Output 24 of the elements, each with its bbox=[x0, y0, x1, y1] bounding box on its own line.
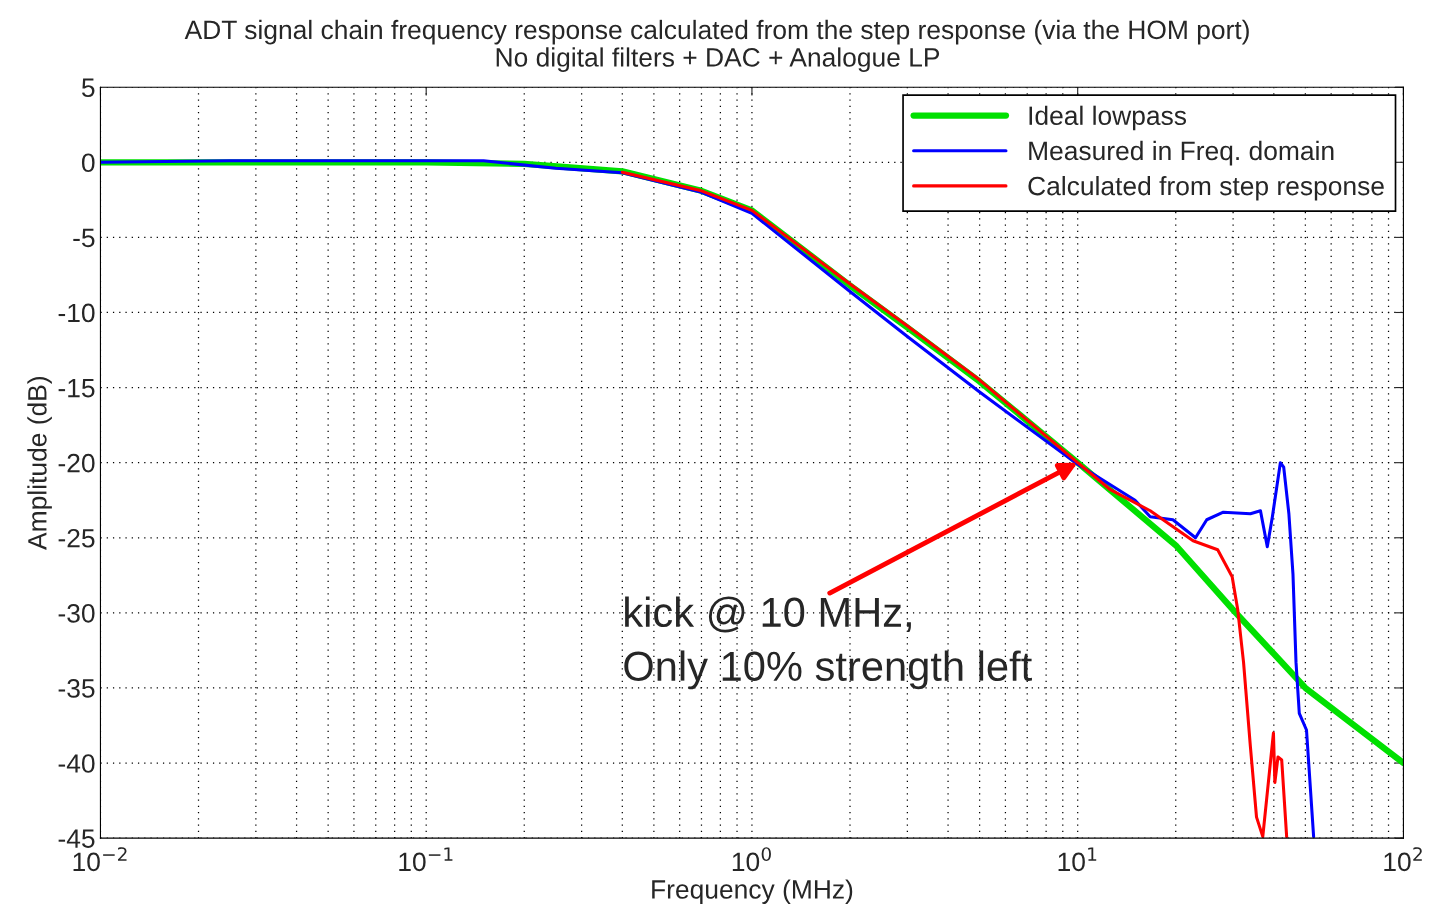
legend-label: Measured in Freq. domain bbox=[1029, 140, 1334, 166]
annotation: kick @ 10 MHz, Only 10% strength left bbox=[624, 596, 1032, 690]
x-tick-label: 10$^{−1}$ bbox=[399, 847, 453, 872]
x-axis-title: Frequency (MHz) bbox=[652, 879, 853, 904]
y-tick-label: -10 bbox=[58, 303, 95, 323]
y-tick-label: -30 bbox=[58, 603, 95, 623]
y-tick-label: -45 bbox=[58, 829, 95, 848]
y-tick-label: 5 bbox=[81, 78, 95, 98]
chart-title: ADT signal chain frequency response calculated from the step response (via the HOM port) bbox=[184, 19, 1249, 45]
y-tick-label: -5 bbox=[73, 228, 95, 248]
y-tick-label: -20 bbox=[58, 453, 95, 473]
x-tick-label: 10$^{−2}$ bbox=[73, 847, 127, 872]
x-tick-label: 10$^{2}$ bbox=[1384, 847, 1422, 872]
y-tick-label: -40 bbox=[58, 754, 95, 773]
y-axis-title: Amplitude (dB) bbox=[27, 377, 52, 550]
x-tick-label: 10$^{0}$ bbox=[732, 847, 771, 872]
chart-subtitle: No digital filters + DAC + Analogue LP bbox=[496, 47, 940, 72]
y-tick-label: -15 bbox=[58, 378, 95, 398]
y-tick-label: -35 bbox=[58, 679, 95, 698]
y-tick-label: -25 bbox=[58, 528, 95, 548]
y-tick-label: 0 bbox=[81, 153, 95, 173]
legend-label: Ideal lowpass bbox=[1029, 105, 1187, 131]
x-tick-label: 10$^{1}$ bbox=[1058, 847, 1097, 872]
legend-label: Calculated from step response bbox=[1028, 175, 1384, 201]
